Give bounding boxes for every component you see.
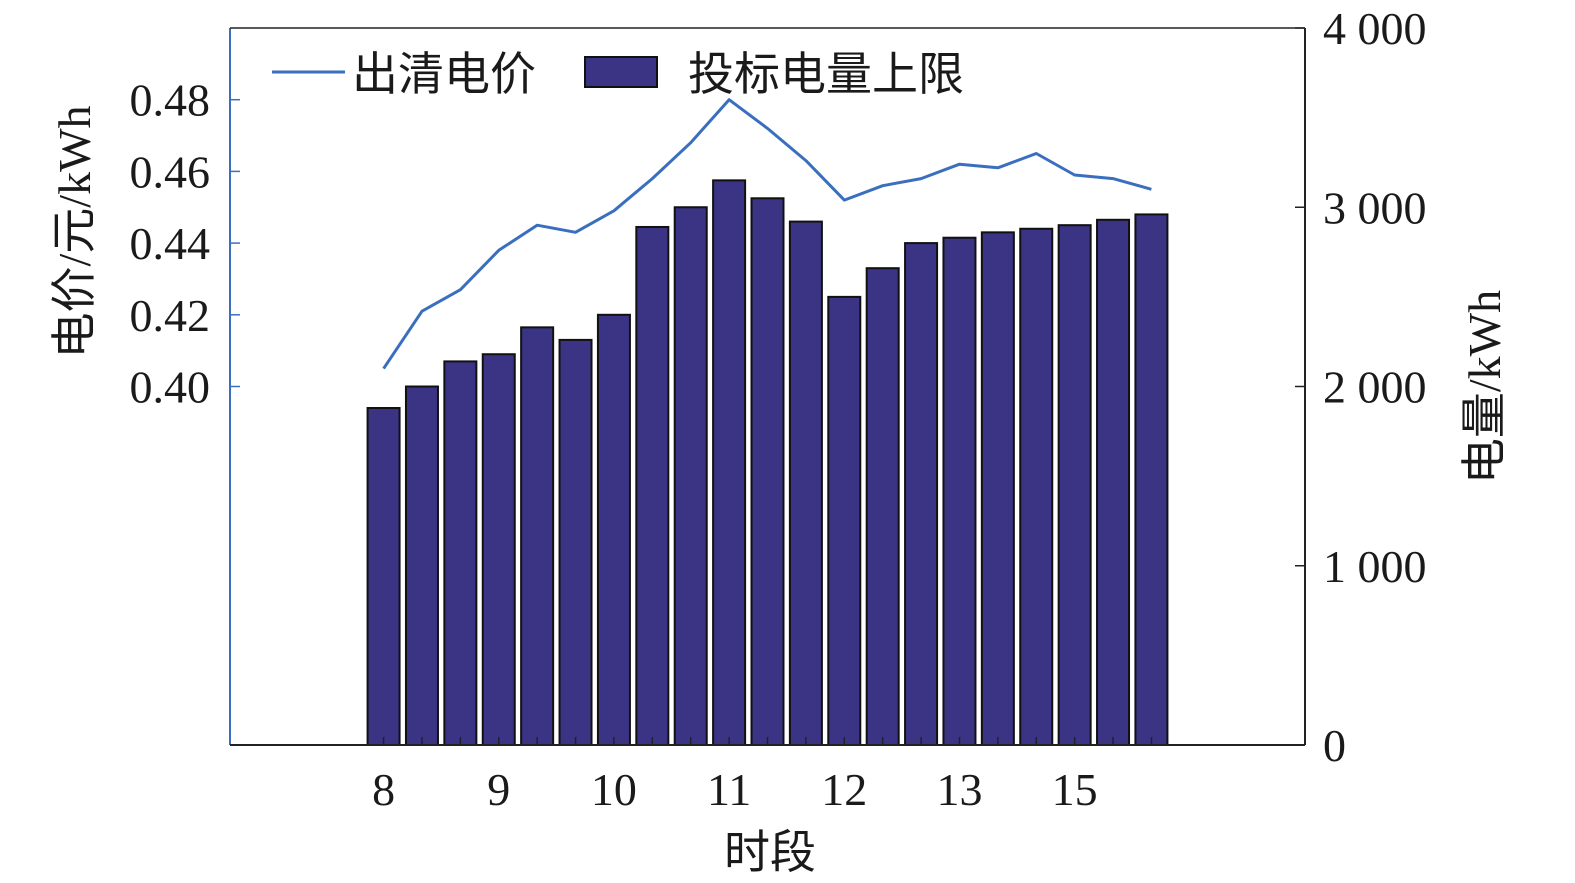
legend-line-label: 出清电价: [352, 49, 536, 100]
bar: [520, 326, 555, 746]
right-y-axis-title: 电量/kWh: [1459, 290, 1510, 484]
x-tick-label: 12: [821, 764, 867, 815]
bar: [788, 220, 823, 746]
bar: [1096, 218, 1131, 747]
left-y-axis-title: 电价/元/kWh: [49, 106, 100, 359]
left-y-tick-label: 0.42: [130, 290, 211, 341]
right-y-tick-label: 4 000: [1323, 3, 1427, 54]
bar: [712, 179, 747, 747]
right-y-tick-label: 1 000: [1323, 541, 1427, 592]
bar: [443, 360, 478, 746]
right-y-tick-label: 2 000: [1323, 362, 1427, 413]
bar: [1134, 213, 1169, 747]
bar: [404, 385, 439, 746]
left-y-tick-label: 0.48: [130, 75, 211, 126]
bar: [942, 236, 977, 746]
x-tick-label: 13: [936, 764, 982, 815]
axes: 8 9 10 11 12 13 15 0.40 0.42 0.44 0.46 0.48 0 1 000 2 …: [130, 3, 1427, 815]
bar: [481, 353, 516, 746]
x-axis-title: 时段: [724, 827, 816, 878]
bar: [865, 267, 900, 746]
bar: [750, 197, 785, 747]
bar: [827, 295, 862, 746]
bar: [980, 231, 1015, 747]
left-y-tick-label: 0.46: [130, 146, 211, 197]
right-y-tick-label: 0: [1323, 720, 1346, 771]
bar: [558, 338, 593, 746]
bar: [1019, 227, 1054, 746]
x-tick-label: 15: [1052, 764, 1098, 815]
legend-bar-label: 投标电量上限: [688, 49, 964, 100]
x-tick-label: 9: [487, 764, 510, 815]
bar: [596, 313, 631, 746]
legend: 出清电价 投标电量上限: [272, 49, 964, 100]
bar: [635, 225, 670, 746]
legend-bar-swatch: [584, 56, 658, 88]
bar: [1057, 224, 1092, 747]
left-y-tick-label: 0.44: [130, 218, 211, 269]
right-y-tick-label: 3 000: [1323, 182, 1427, 233]
line-series: [382, 98, 1152, 370]
x-tick-label: 11: [707, 764, 751, 815]
x-tick-label: 8: [372, 764, 395, 815]
bar: [673, 206, 708, 746]
bar-series: [366, 179, 1169, 747]
left-y-tick-label: 0.40: [130, 362, 211, 413]
bar: [366, 407, 401, 746]
x-tick-label: 10: [591, 764, 637, 815]
bar: [904, 242, 939, 746]
